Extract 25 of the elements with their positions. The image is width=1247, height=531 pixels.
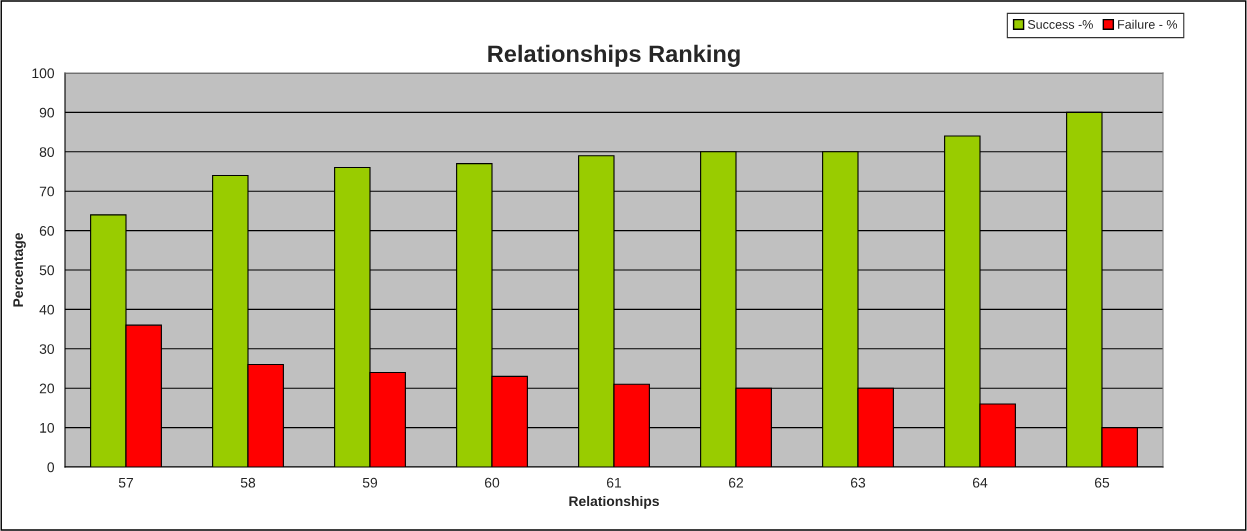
- legend-label: Failure - %: [1118, 19, 1178, 29]
- y-tick-label: 70: [39, 186, 55, 197]
- x-tick-label: 64: [972, 477, 988, 488]
- x-tick-label: 57: [118, 477, 134, 488]
- y-tick-label: 20: [39, 383, 55, 394]
- y-tick-label: 10: [40, 422, 55, 433]
- y-tick-label: 60: [39, 225, 55, 236]
- y-tick-label: 90: [39, 107, 55, 118]
- x-tick-label: 62: [728, 477, 744, 488]
- y-tick-label: 30: [39, 344, 55, 354]
- x-tick-label: 63: [850, 477, 866, 488]
- x-tick-label: 65: [1094, 477, 1110, 488]
- x-tick-label: 61: [606, 477, 622, 488]
- x-tick-label: 59: [362, 477, 378, 488]
- y-tick-label: 0: [47, 462, 55, 473]
- legend-label: Success -%: [1027, 20, 1093, 29]
- x-tick-label: 60: [484, 477, 500, 488]
- x-axis-title: Relationships: [569, 495, 659, 509]
- y-tick-label: 50: [39, 265, 55, 276]
- y-tick-label: 100: [32, 68, 55, 79]
- y-axis-title: Percentage: [13, 233, 26, 307]
- y-tick-label: 80: [39, 147, 55, 157]
- x-tick-label: 58: [240, 477, 256, 488]
- y-tick-label: 40: [39, 304, 55, 315]
- chart-title: Relationships Ranking: [488, 44, 740, 67]
